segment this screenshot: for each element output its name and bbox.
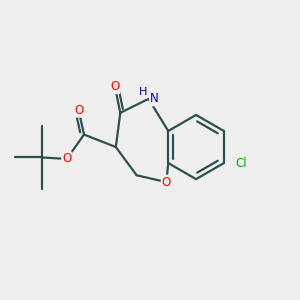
Text: O: O (74, 104, 83, 117)
Text: Cl: Cl (235, 157, 247, 169)
Text: O: O (62, 152, 71, 165)
Text: O: O (162, 176, 171, 189)
Text: N: N (150, 92, 159, 105)
Text: O: O (110, 80, 120, 93)
Text: H: H (139, 87, 147, 98)
